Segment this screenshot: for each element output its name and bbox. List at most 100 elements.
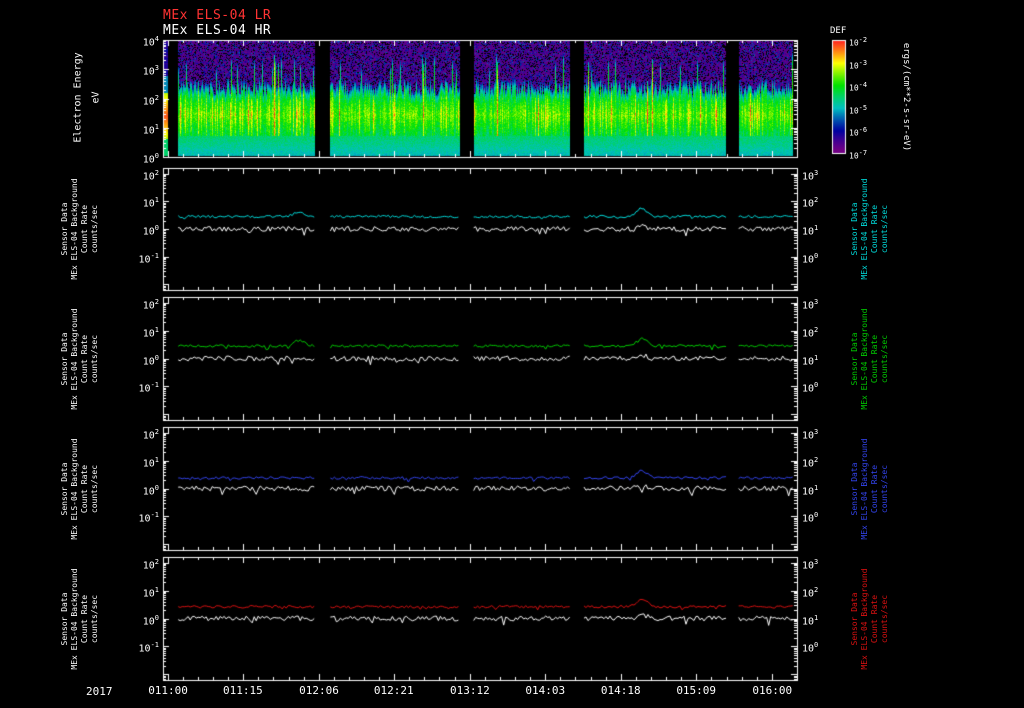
axis-label-line: counts/sec <box>880 334 889 383</box>
panel3-right-ytick-label: 101 <box>802 483 819 497</box>
axis-label-line: MEx ELS-04 Background <box>70 437 79 540</box>
colorbar-tick-label: 10-6 <box>849 126 868 139</box>
axis-label-line: Count Rate <box>80 594 89 643</box>
ev-unit-label: eV <box>90 91 102 104</box>
panel4-left-ytick-label: 100 <box>142 613 159 627</box>
axis-label-line: Count Rate <box>870 464 879 513</box>
colorbar-tick-label: 10-4 <box>849 81 868 93</box>
panel4-right-ytick-label: 103 <box>802 557 819 571</box>
axis-label-line: MEx ELS-04 Background <box>70 567 79 670</box>
axis-label-line: Sensor Data <box>60 332 69 385</box>
axis-label-line: Count Rate <box>870 334 879 383</box>
panel1-left-ytick-label: 10-1 <box>138 251 159 266</box>
panel4-right-ytick-label: 101 <box>802 613 819 627</box>
axis-label-line: Count Rate <box>870 204 879 254</box>
axis-label-line: Count Rate <box>870 594 879 643</box>
panel1-right-ytick-label: 101 <box>802 224 819 238</box>
colorbar-title: DEF <box>830 26 847 36</box>
axis-label-line: MEx ELS-04 Background <box>860 567 869 670</box>
panel1-left-ytick-label: 102 <box>142 168 159 182</box>
panel2-left-ytick-label: 10-1 <box>138 381 159 395</box>
panel4-left-ytick-label: 101 <box>142 585 159 599</box>
xtick-label: 016:00 <box>752 684 793 697</box>
axis-label-line: MEx ELS-04 Background <box>70 307 79 410</box>
colorbar-tick-label: 10-5 <box>849 103 868 116</box>
axis-label-line: counts/sec <box>90 594 99 643</box>
panel3-left-ytick-label: 102 <box>142 427 159 441</box>
axis-label-line: MEx ELS-04 Background <box>70 178 79 280</box>
colorbar-units-label: ergs/(cm**2-s-sr-eV) <box>901 42 911 152</box>
panel4-left-ytick-label: 102 <box>142 557 159 571</box>
panel1-left-axis-label: Sensor Data MEx ELS-04 Background Count Ra… <box>60 174 100 284</box>
panel2-left-ytick-label: 101 <box>142 325 159 339</box>
axis-label-line: MEx ELS-04 Background <box>860 178 869 280</box>
panel1-right-axis-label: Sensor Data MEx ELS-04 Background Count Ra… <box>850 174 890 284</box>
axis-label-line: counts/sec <box>880 594 889 643</box>
axis-label-line: MEx ELS-04 Background <box>860 437 869 540</box>
spectrogram-ytick-label: 101 <box>142 122 159 137</box>
panel1-right-ytick-label: 103 <box>802 168 819 182</box>
axis-label-line: Sensor Data <box>850 462 859 515</box>
panel3-right-ytick-label: 103 <box>802 427 819 441</box>
axis-label-line: counts/sec <box>90 334 99 383</box>
axis-label-line: Count Rate <box>80 204 89 254</box>
colorbar-tick-label: 10-2 <box>849 36 868 48</box>
panel2-left-ytick-label: 100 <box>142 353 159 367</box>
xtick-label: 014:18 <box>600 684 641 697</box>
plot-title-lr: MEx ELS-04 LR <box>163 8 272 23</box>
panel4-left-ytick-label: 10-1 <box>138 641 159 655</box>
axis-label-line: counts/sec <box>880 464 889 513</box>
axis-label-line: Sensor Data <box>60 202 69 256</box>
panel1-right-ytick-label: 102 <box>802 196 819 210</box>
axis-label-line: counts/sec <box>90 464 99 513</box>
axis-label-line: Sensor Data <box>850 332 859 385</box>
panel3-right-ytick-label: 100 <box>802 511 819 525</box>
panel1-left-ytick-label: 100 <box>142 224 159 238</box>
axis-label-line: MEx ELS-04 Background <box>860 307 869 410</box>
spectrogram-ytick-label: 104 <box>142 35 159 49</box>
axis-label-line: counts/sec <box>90 204 99 254</box>
panel4-right-axis-label: Sensor Data MEx ELS-04 Background Count Ra… <box>850 564 890 674</box>
plot-title-hr: MEx ELS-04 HR <box>163 23 272 38</box>
xtick-label: 015:09 <box>676 684 717 697</box>
spectrogram-ytick-label: 102 <box>142 93 159 107</box>
axis-label-line: counts/sec <box>880 204 889 254</box>
panel2-right-axis-label: Sensor Data MEx ELS-04 Background Count Ra… <box>850 304 890 414</box>
xtick-label: 011:15 <box>223 684 263 697</box>
panel1-right-ytick-label: 100 <box>802 251 819 266</box>
panel2-left-axis-label: Sensor Data MEx ELS-04 Background Count Ra… <box>60 304 100 414</box>
axis-label-line: Sensor Data <box>850 592 859 645</box>
axis-label-line: Count Rate <box>80 334 89 383</box>
colorbar-tick-label: 10-7 <box>849 149 868 161</box>
panel1-left-ytick-label: 101 <box>142 196 159 210</box>
x-axis-year-label: 2017 <box>86 685 113 698</box>
xtick-label: 012:06 <box>299 684 339 697</box>
panel3-left-ytick-label: 100 <box>142 483 159 497</box>
panel4-left-axis-label: Sensor Data MEx ELS-04 Background Count Ra… <box>60 564 100 674</box>
spectrogram-ytick-label: 100 <box>142 152 159 166</box>
panel2-right-ytick-label: 103 <box>802 297 819 311</box>
panel2-right-ytick-label: 101 <box>802 353 819 367</box>
panel2-right-ytick-label: 102 <box>802 325 819 339</box>
xtick-label: 012:21 <box>373 684 414 697</box>
panel2-right-ytick-label: 100 <box>802 381 819 395</box>
xtick-label: 014:03 <box>525 684 566 697</box>
axis-label-line: Sensor Data <box>60 592 69 645</box>
panel3-right-ytick-label: 102 <box>802 455 819 469</box>
panel3-left-ytick-label: 10-1 <box>138 511 159 525</box>
electron-energy-axis-label: Electron Energy <box>72 52 84 143</box>
xtick-label: 011:00 <box>148 684 188 697</box>
spectrogram-ytick-label: 103 <box>142 64 159 78</box>
axis-label-line: Count Rate <box>80 464 89 513</box>
xtick-label: 013:12 <box>449 684 490 697</box>
axis-label-line: Sensor Data <box>850 202 859 256</box>
panel4-right-ytick-label: 102 <box>802 585 819 599</box>
panel3-left-axis-label: Sensor Data MEx ELS-04 Background Count Ra… <box>60 434 100 544</box>
axis-label-line: Sensor Data <box>60 462 69 515</box>
colorbar-tick-label: 10-3 <box>849 58 868 71</box>
panel3-left-ytick-label: 101 <box>142 455 159 469</box>
panel2-left-ytick-label: 102 <box>142 297 159 311</box>
panel4-right-ytick-label: 100 <box>802 641 819 655</box>
